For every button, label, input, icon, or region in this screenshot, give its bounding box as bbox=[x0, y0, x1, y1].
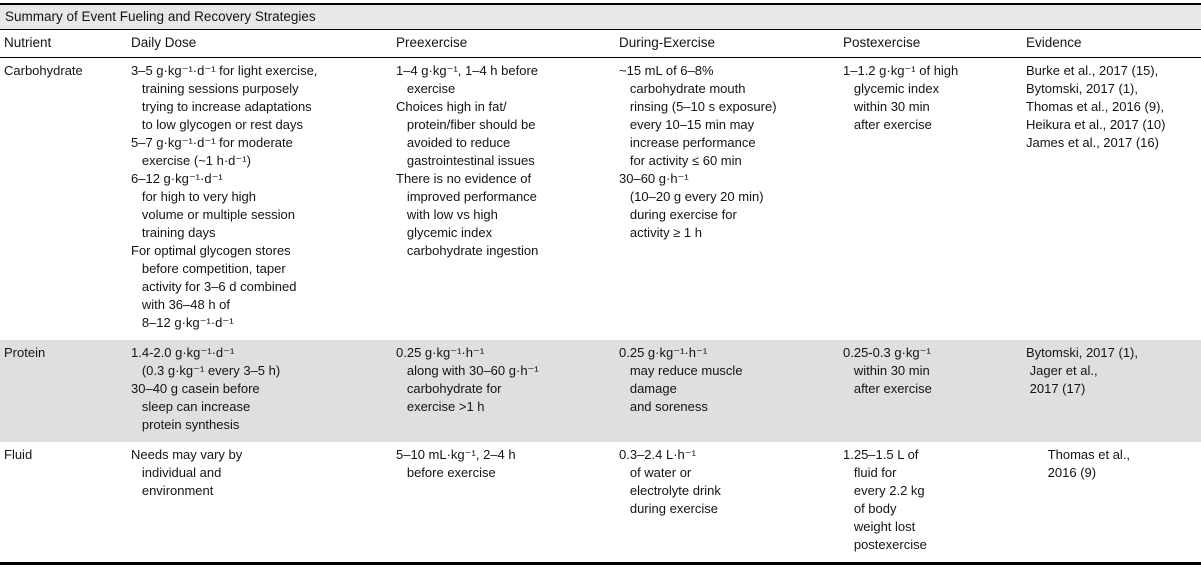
postexercise-cell: 0.25-0.3 g·kg⁻¹ within 30 min after exer… bbox=[843, 345, 932, 396]
during-exercise-cell: ~15 mL of 6–8% carbohydrate mouth rinsin… bbox=[619, 63, 777, 240]
table-title: Summary of Event Fueling and Recovery St… bbox=[0, 3, 1201, 30]
table-footnote: Maintaining energy availability at 45 kc… bbox=[0, 565, 1201, 574]
during-exercise-cell: 0.3–2.4 L·h⁻¹ of water or electrolyte dr… bbox=[619, 447, 721, 516]
daily-dose-cell: 3–5 g·kg⁻¹·d⁻¹ for light exercise, train… bbox=[131, 63, 318, 330]
nutrient-cell: Carbohydrate bbox=[4, 63, 83, 78]
column-header-evidence: Evidence bbox=[1022, 30, 1201, 58]
column-header-preexercise: Preexercise bbox=[392, 30, 615, 58]
nutrient-cell: Protein bbox=[4, 345, 46, 360]
evidence-cell: Thomas et al., 2016 (9) bbox=[1047, 447, 1131, 480]
column-header-postexercise: Postexercise bbox=[839, 30, 1022, 58]
table-row-carbohydrate: Carbohydrate 3–5 g·kg⁻¹·d⁻¹ for light ex… bbox=[0, 58, 1201, 341]
table-row-fluid: Fluid Needs may vary by individual and e… bbox=[0, 442, 1201, 564]
column-header-during-exercise: During-Exercise bbox=[615, 30, 839, 58]
table-row-protein: Protein 1.4-2.0 g·kg⁻¹·d⁻¹ (0.3 g·kg⁻¹ e… bbox=[0, 340, 1201, 442]
daily-dose-cell: Needs may vary by individual and environ… bbox=[131, 447, 243, 498]
preexercise-cell: 5–10 mL·kg⁻¹, 2–4 h before exercise bbox=[396, 447, 516, 480]
postexercise-cell: 1.25–1.5 L of fluid for every 2.2 kg of … bbox=[843, 447, 927, 552]
evidence-cell: Burke et al., 2017 (15), Bytomski, 2017 … bbox=[1026, 63, 1166, 150]
header-row: Nutrient Daily Dose Preexercise During-E… bbox=[0, 30, 1201, 58]
during-exercise-cell: 0.25 g·kg⁻¹·h⁻¹ may reduce muscle damage… bbox=[619, 345, 743, 414]
daily-dose-cell: 1.4-2.0 g·kg⁻¹·d⁻¹ (0.3 g·kg⁻¹ every 3–5… bbox=[131, 345, 281, 432]
postexercise-cell: 1–1.2 g·kg⁻¹ of high glycemic index with… bbox=[843, 63, 959, 132]
column-header-daily-dose: Daily Dose bbox=[127, 30, 392, 58]
evidence-cell: Bytomski, 2017 (1), Jager et al., 2017 (… bbox=[1026, 345, 1138, 396]
fueling-recovery-table: Nutrient Daily Dose Preexercise During-E… bbox=[0, 30, 1201, 565]
preexercise-cell: 0.25 g·kg⁻¹·h⁻¹ along with 30–60 g·h⁻¹ c… bbox=[396, 345, 539, 414]
preexercise-cell: 1–4 g·kg⁻¹, 1–4 h before exercise Choice… bbox=[396, 63, 539, 258]
nutrient-cell: Fluid bbox=[4, 447, 33, 462]
column-header-nutrient: Nutrient bbox=[0, 30, 127, 58]
